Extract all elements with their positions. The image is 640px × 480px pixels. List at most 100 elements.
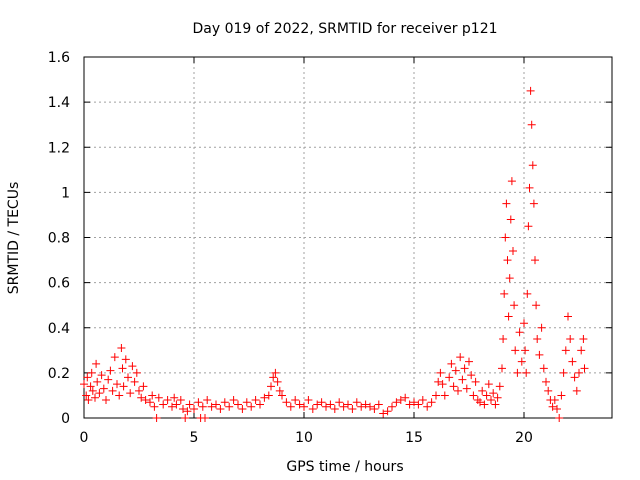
data-point — [449, 382, 458, 391]
data-point — [242, 398, 251, 407]
data-point — [93, 377, 102, 386]
data-point — [370, 404, 379, 413]
data-point — [247, 402, 256, 411]
data-point — [495, 382, 504, 391]
data-point — [509, 247, 517, 256]
data-point — [148, 391, 157, 400]
data-point — [559, 368, 568, 377]
data-point — [379, 409, 388, 418]
data-point — [523, 289, 532, 298]
data-point — [513, 368, 522, 377]
data-point — [522, 368, 531, 377]
data-point — [555, 414, 564, 422]
data-point — [579, 335, 588, 344]
data-point — [330, 404, 339, 413]
y-tick-label: 0.4 — [48, 321, 70, 337]
data-point — [179, 404, 187, 413]
data-point — [99, 384, 108, 393]
data-point — [427, 398, 436, 407]
y-tick-label: 1.2 — [48, 140, 70, 156]
data-point — [392, 398, 401, 407]
data-point — [124, 373, 132, 382]
data-point — [212, 400, 220, 409]
data-point — [515, 328, 524, 337]
data-point — [126, 389, 135, 398]
data-point — [185, 400, 194, 409]
data-point — [401, 393, 410, 402]
data-point — [570, 373, 579, 382]
data-point — [352, 398, 361, 407]
data-point — [135, 386, 143, 395]
data-point — [511, 346, 520, 355]
data-point — [535, 350, 544, 359]
data-point — [87, 368, 96, 377]
data-points — [80, 86, 589, 422]
data-point — [507, 177, 516, 186]
data-point — [520, 319, 528, 328]
data-point — [572, 386, 581, 395]
data-point — [423, 402, 432, 411]
chart-title: Day 019 of 2022, SRMTID for receiver p12… — [192, 21, 497, 37]
data-point — [313, 400, 322, 409]
data-point — [500, 289, 509, 298]
data-point — [471, 377, 480, 386]
data-point — [137, 393, 146, 402]
data-point — [117, 344, 126, 353]
data-point — [531, 256, 539, 265]
y-tick-label: 1.6 — [48, 50, 70, 66]
data-point — [533, 335, 542, 344]
data-point — [539, 364, 548, 373]
data-point — [154, 393, 163, 402]
data-point — [216, 404, 225, 413]
x-tick-label: 10 — [295, 430, 313, 446]
data-point — [456, 353, 465, 362]
data-point — [510, 301, 519, 310]
data-point — [388, 402, 396, 411]
data-point — [491, 400, 500, 409]
data-point — [141, 395, 150, 404]
data-point — [436, 368, 445, 377]
data-point — [304, 395, 313, 404]
data-point — [414, 400, 423, 409]
data-point — [121, 355, 130, 364]
data-point — [460, 364, 469, 373]
data-point — [537, 323, 546, 332]
data-point — [505, 274, 514, 283]
data-point — [517, 357, 526, 366]
y-tick-label: 1.4 — [48, 95, 70, 111]
data-point — [383, 407, 392, 416]
data-point — [344, 400, 352, 409]
grid — [84, 57, 612, 418]
data-point — [119, 382, 128, 391]
data-point — [110, 353, 119, 362]
data-point — [238, 404, 247, 413]
data-point — [361, 400, 370, 409]
data-point — [465, 357, 473, 366]
data-point — [529, 199, 538, 208]
y-tick-label: 1 — [61, 185, 70, 201]
data-point — [275, 386, 284, 395]
data-point — [580, 364, 589, 373]
data-point — [163, 395, 172, 404]
data-point — [170, 393, 179, 402]
data-point — [108, 386, 117, 395]
data-point — [489, 389, 498, 398]
data-point — [91, 393, 99, 402]
data-point — [269, 373, 278, 382]
data-point — [295, 400, 304, 409]
data-point — [88, 386, 97, 395]
data-point — [542, 377, 550, 386]
data-point — [181, 414, 190, 422]
x-tick-label: 15 — [405, 430, 423, 446]
data-point — [183, 407, 192, 416]
data-point — [454, 386, 462, 395]
data-point — [102, 395, 110, 404]
data-point — [83, 373, 92, 382]
data-point — [478, 386, 487, 395]
data-point — [168, 402, 176, 411]
data-point — [176, 395, 185, 404]
data-point — [86, 382, 95, 391]
data-point — [525, 183, 534, 192]
plot-frame — [83, 56, 613, 419]
data-point — [271, 368, 280, 377]
